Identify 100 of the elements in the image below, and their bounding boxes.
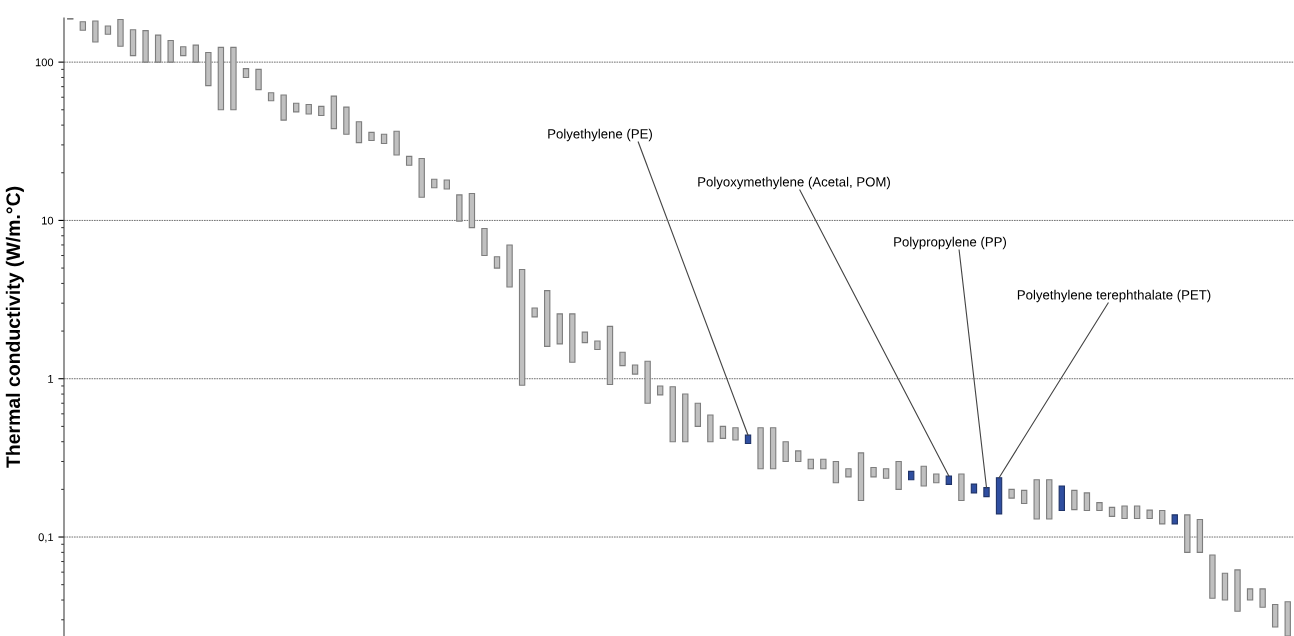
bar [1133,505,1141,520]
bar [431,178,438,189]
y-axis-title: Thermal conductivity (W/m.°C) [5,186,24,468]
bar [393,130,400,156]
bar [1246,588,1254,601]
bar [242,68,250,79]
bar [104,25,112,35]
bar [807,458,814,470]
bar [531,307,538,318]
bar [845,468,852,478]
bar [983,487,990,498]
bar [1159,509,1166,525]
bar [1146,509,1153,520]
bar [493,256,501,269]
annotation: Polyoxymethylene (Acetal, POM) [698,176,890,190]
annotation: Polyethylene (PE) [548,128,652,142]
bar [769,427,777,470]
bar [330,95,338,130]
y-tick-label: 1 [48,375,54,383]
bar [1121,505,1128,520]
bar [192,44,199,63]
bar [1221,572,1229,601]
bar [293,102,300,113]
bar [1008,488,1015,499]
bar [619,351,626,367]
bar [1058,485,1065,512]
bar [882,468,890,479]
bar [117,18,124,47]
bar [167,39,174,63]
bar [154,34,162,63]
bar [1234,569,1241,612]
bar [1083,492,1091,512]
bar [405,155,413,166]
bar [1046,479,1053,520]
bar [1271,603,1279,628]
bar [682,393,689,443]
bar [380,133,388,145]
bar [556,313,563,345]
bar [1184,514,1191,553]
bar [230,46,237,111]
bar [267,92,275,102]
bar [129,29,137,57]
annotation: Polypropylene (PP) [894,236,1007,250]
bar [142,30,149,63]
bar [481,227,488,257]
bar [1259,588,1266,608]
bar [1196,518,1204,553]
bar [1096,502,1103,512]
bar [92,20,99,43]
bar [970,483,978,494]
bar [318,105,325,117]
bar [518,268,526,386]
bar [217,46,225,111]
bar [180,46,187,57]
bar [694,402,702,427]
bar [958,473,965,502]
bar [255,68,262,91]
bar [644,360,651,404]
bar [506,244,513,288]
bar [832,460,840,484]
bar [669,386,676,443]
bar [1284,601,1291,636]
bar [1108,506,1116,517]
bar [418,157,425,198]
bar [757,427,764,470]
bar [870,466,877,478]
bar [857,452,865,502]
bar [355,121,363,144]
bar [631,364,639,375]
bar [456,194,463,222]
bar [594,340,601,351]
bar [945,475,953,485]
bar [343,106,350,135]
bar [820,458,827,470]
bar [719,425,727,439]
bar [1209,554,1216,599]
bar [544,290,551,347]
bar [1020,489,1028,504]
bar [933,473,940,484]
bar [443,179,450,190]
y-tick-label: 10 [42,216,54,225]
y-tick-label: 0,1 [38,533,54,543]
y-tick-label: 100 [35,58,54,67]
bar [368,131,375,142]
bar [707,414,714,443]
bar [1033,479,1040,520]
bar [895,460,902,490]
bar [606,325,614,386]
annotation: Polyethylene terephthalate (PET) [1017,289,1211,303]
bar [656,385,664,396]
bar [782,441,789,463]
bar [1171,514,1178,525]
bar [468,192,476,229]
bar [732,427,739,441]
bar [305,103,312,115]
bar [79,21,87,31]
bar [569,313,576,363]
bar [581,331,589,344]
bar [908,470,915,481]
bar [995,477,1003,515]
